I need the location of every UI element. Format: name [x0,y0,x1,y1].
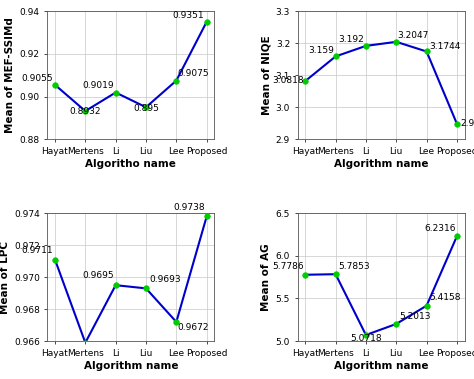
Text: 6.2316: 6.2316 [424,224,456,233]
Text: 0.9672: 0.9672 [178,323,210,332]
Text: 0.9738: 0.9738 [173,203,205,212]
Text: 0.9351: 0.9351 [172,11,204,20]
Text: 3.2047: 3.2047 [398,31,429,40]
Text: 2.9479: 2.9479 [460,119,474,128]
Text: 5.4158: 5.4158 [429,293,461,302]
Text: 0.9695: 0.9695 [82,271,114,280]
Text: 3.192: 3.192 [338,35,365,44]
Text: 0.8932: 0.8932 [70,107,101,116]
Text: 0.9055: 0.9055 [22,74,54,83]
Text: 5.0718: 5.0718 [350,334,382,343]
Text: 0.895: 0.895 [133,103,159,113]
Text: 0.9075: 0.9075 [178,69,210,78]
Text: 0.9659: 0.9659 [0,378,1,379]
Text: 0.9019: 0.9019 [82,81,114,91]
Text: 5.2013: 5.2013 [399,312,431,321]
Text: 0.9693: 0.9693 [149,275,181,283]
X-axis label: Algorithm name: Algorithm name [83,360,178,371]
X-axis label: Algoritho name: Algoritho name [85,158,176,169]
Text: 5.7853: 5.7853 [338,262,370,271]
X-axis label: Algorithm name: Algorithm name [334,360,428,371]
Y-axis label: Mean of NIQE: Mean of NIQE [262,36,272,115]
Y-axis label: Mean of AG: Mean of AG [262,243,272,311]
Y-axis label: Mean of MEF-SSIMd: Mean of MEF-SSIMd [6,17,16,133]
Text: 3.159: 3.159 [308,46,334,55]
Text: 3.0818: 3.0818 [272,76,304,85]
Text: 5.7786: 5.7786 [272,262,304,271]
Y-axis label: Mean of LPC: Mean of LPC [0,241,10,314]
Text: 0.9711: 0.9711 [22,246,54,255]
X-axis label: Algorithm name: Algorithm name [334,158,428,169]
Text: 3.1744: 3.1744 [429,42,461,51]
